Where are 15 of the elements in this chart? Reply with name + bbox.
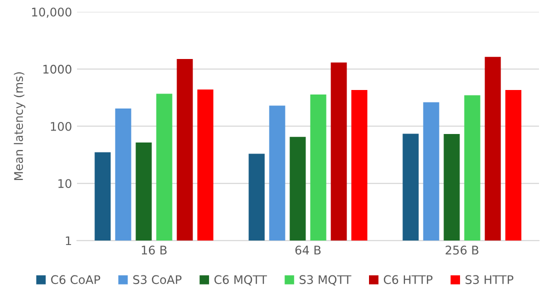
y-tick-label: 10,000 <box>32 8 72 18</box>
x-tick-label: 16 B <box>142 246 167 255</box>
legend-label: C6 CoAP <box>51 275 100 284</box>
legend-label: S3 CoAP <box>133 275 182 284</box>
legend-label: S3 MQTT <box>300 275 352 286</box>
y-tick-label: 1 <box>66 236 72 246</box>
x-tick-label: 256 B <box>446 246 478 255</box>
y-axis-title: Mean latency (ms) <box>14 72 26 180</box>
legend-label: S3 HTTP <box>466 275 514 284</box>
y-tick-label: 1000 <box>43 64 72 74</box>
y-tick-label: 10 <box>58 179 72 188</box>
legend-label: C6 MQTT <box>214 275 268 286</box>
legend-label: C6 HTTP <box>384 275 432 284</box>
y-tick-label: 100 <box>50 122 72 131</box>
x-tick-label: 64 B <box>295 246 321 255</box>
